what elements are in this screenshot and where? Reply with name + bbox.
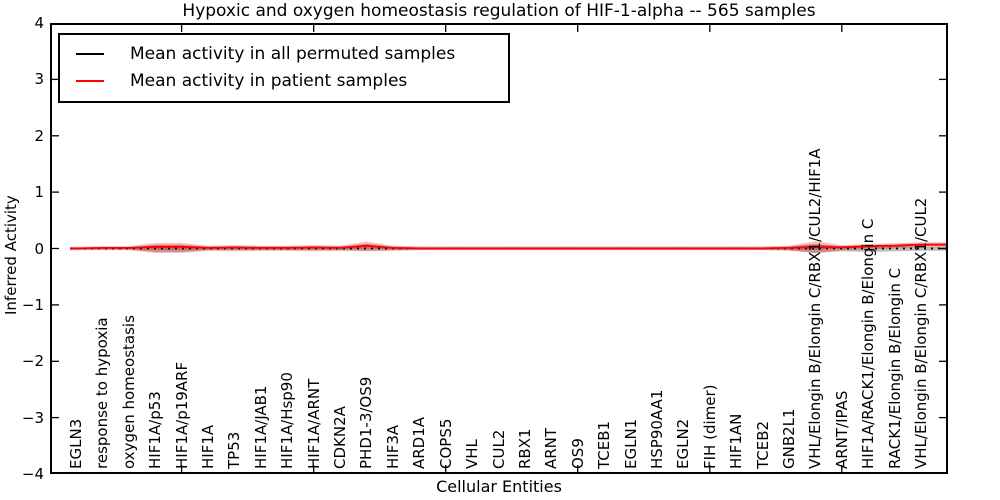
legend-row-patient: Mean activity in patient samples (76, 67, 498, 94)
patient-line-swatch-icon (76, 79, 104, 82)
x-tick-label: TCEB2 (753, 420, 772, 469)
plot-area (50, 23, 948, 474)
y-tick-label: −2 (21, 352, 44, 371)
x-tick-label: oxygen homeostasis (119, 315, 138, 469)
x-tick-label: EGLN1 (621, 418, 640, 469)
chart-title: Hypoxic and oxygen homeostasis regulatio… (182, 1, 816, 21)
y-tick-label: 0 (34, 239, 44, 258)
patient-mean-line (70, 243, 946, 250)
x-tick-label: CUL2 (489, 429, 508, 469)
x-tick-label: VHL/Elongin B/Elongin C/RBX1/CUL2 (912, 197, 930, 469)
x-tick-label: HIF1AN (727, 413, 746, 469)
x-tick-label: HIF1A/RACK1/Elongin B/Elongin C (859, 218, 878, 469)
x-tick-label: ARNT (542, 427, 561, 469)
y-tick-label: −4 (21, 465, 44, 483)
x-tick-label: HSP90AA1 (647, 389, 666, 469)
y-tick-label: −3 (21, 408, 44, 427)
x-tick-label: HIF1A/p53 (146, 391, 165, 469)
x-tick-label: ARNT/IPAS (832, 390, 851, 469)
y-axis-title: Inferred Activity (2, 195, 20, 315)
x-tick-label: HIF3A (383, 424, 402, 469)
x-tick-label: TP53 (225, 431, 244, 469)
x-tick-label: FIH (dimer) (700, 384, 719, 470)
x-tick-label: ARD1A (410, 416, 429, 469)
y-tick-label: −1 (21, 295, 44, 314)
x-tick-label: EGLN2 (674, 418, 693, 469)
x-tick-label: HIF1A (199, 424, 218, 469)
x-tick-label: CDKN2A (331, 406, 350, 469)
x-tick-label: OS9 (568, 438, 587, 469)
x-tick-label: EGLN3 (67, 418, 85, 469)
x-tick-label: HIF1A/ARNT (304, 378, 323, 469)
x-tick-label: RBX1 (515, 428, 534, 469)
x-tick-label: HIF1A/JAB1 (251, 385, 270, 469)
legend-label-permuted: Mean activity in all permuted samples (130, 43, 456, 64)
legend-label-patient: Mean activity in patient samples (130, 70, 408, 91)
x-tick-label: COPS5 (436, 418, 455, 469)
patient-range-band (70, 241, 946, 253)
y-tick-label: 1 (34, 183, 44, 202)
x-tick-label: PHD1-3/OS9 (357, 376, 376, 469)
x-tick-label: HIF1A/Hsp90 (278, 372, 297, 469)
legend-row-permuted: Mean activity in all permuted samples (76, 40, 498, 67)
x-tick-label: VHL/Elongin B/Elongin C/RBX1/CUL2/HIF1A (806, 148, 825, 469)
y-tick-label: 3 (34, 70, 44, 89)
axes-frame (50, 23, 948, 474)
x-tick-label: HIF1A/p19ARF (172, 361, 191, 469)
permuted-line-swatch-icon (76, 52, 104, 55)
x-axis-title: Cellular Entities (436, 477, 562, 496)
x-tick-label: VHL (463, 439, 482, 469)
y-tick-label: 4 (34, 14, 44, 32)
legend: Mean activity in all permuted samples Me… (58, 33, 510, 103)
x-tick-label: GNB2L1 (779, 408, 798, 469)
x-tick-label: RACK1/Elongin B/Elongin C (885, 267, 904, 469)
x-tick-label: response to hypoxia (93, 317, 112, 469)
x-tick-label: TCEB1 (595, 420, 614, 469)
y-tick-label: 2 (34, 126, 44, 145)
